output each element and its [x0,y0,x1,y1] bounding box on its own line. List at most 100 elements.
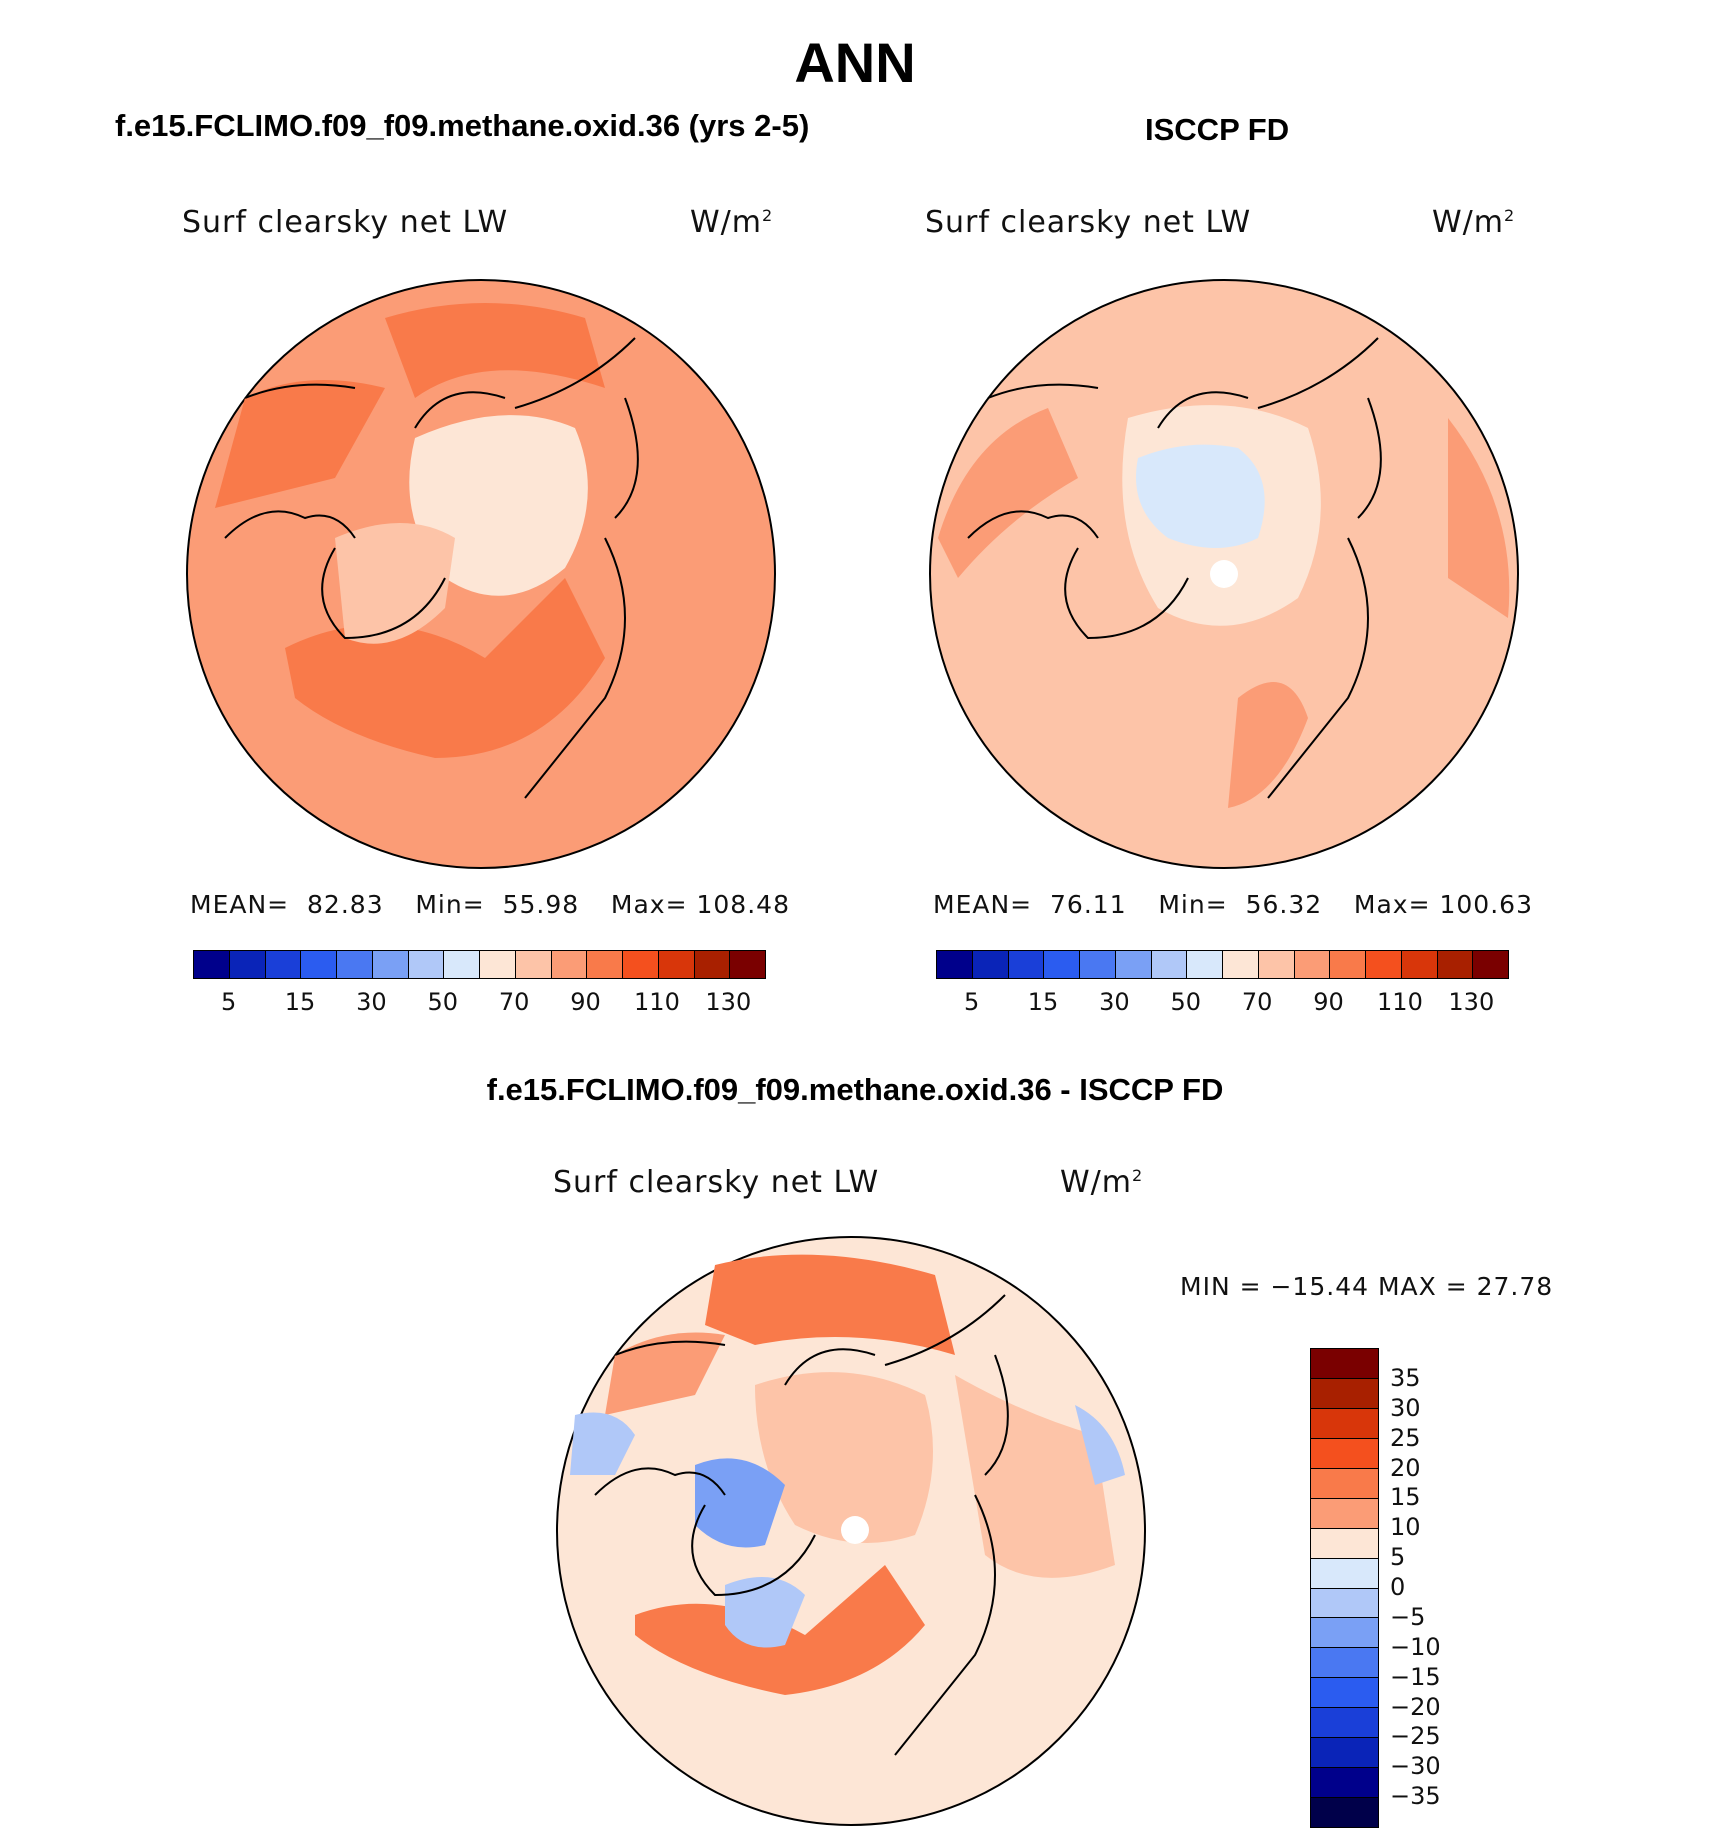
diff-heading: f.e15.FCLIMO.f09_f09.methane.oxid.36 - I… [486,1072,1224,1107]
panel1-units: W/m2 [690,205,774,240]
colorbar-tick-label: 5 [964,988,980,1016]
colorbar-swatch [1311,1438,1378,1469]
colorbar-tick-label: −20 [1390,1692,1441,1721]
colorbar-tick-label: 90 [570,988,601,1016]
colorbar-tick-label: −5 [1390,1602,1426,1631]
panel1-map [186,279,776,869]
colorbar-tick-label: 70 [1241,988,1273,1016]
panel1-stats: MEAN= 82.83 Min= 55.98 Max= 108.48 [190,890,790,919]
colorbar-tick-label: 15 [1390,1483,1421,1512]
colorbar-swatch [1311,1678,1378,1709]
colorbar-swatch [1080,951,1116,978]
colorbar-swatch [1115,951,1152,978]
colorbar-swatch [1311,1468,1378,1499]
panel2-map [929,279,1519,869]
page-title: ANN [794,31,916,94]
colorbar-swatch [1437,951,1474,978]
colorbar-swatch [1311,1798,1378,1827]
diff-map [556,1236,1146,1826]
colorbar-swatch [1366,951,1402,978]
colorbar-swatch [480,951,516,978]
colorbar-tick-label: −30 [1390,1752,1441,1781]
panel1-warm-region-3 [285,578,605,758]
colorbar-swatch [337,951,373,978]
colorbar-swatch [1311,1498,1378,1529]
panel1-coastlines [224,337,639,799]
colorbar-swatch [1008,951,1045,978]
diff-units: W/m2 [1060,1165,1144,1200]
colorbar-swatch [301,951,337,978]
colorbar-tick-label: 90 [1313,988,1344,1016]
colorbar-tick-label: 130 [705,988,752,1016]
colorbar-tick-label: 30 [1390,1393,1421,1422]
colorbar-swatch [1330,951,1366,978]
panel2-stats: MEAN= 76.11 Min= 56.32 Max= 100.63 [933,890,1533,919]
colorbar-swatch [1151,951,1188,978]
panel2-heading: ISCCP FD [1145,112,1290,147]
colorbar-tick-label: 30 [356,988,387,1016]
panel2-coastlines [967,337,1382,799]
colorbar-tick-label: 70 [498,988,530,1016]
panel1-warm-region-1 [385,303,605,398]
diff-warm-region-2 [605,1332,725,1415]
colorbar-swatch [1311,1528,1378,1559]
colorbar-tick-label: 5 [1390,1543,1406,1572]
panel2-colorbar [936,950,1509,979]
colorbar-swatch [1258,951,1295,978]
panel1-warm-region-2 [215,380,385,508]
panel1-min: Min= 55.98 [415,890,580,919]
panel1-arctic-region [409,415,588,596]
colorbar-swatch [1401,951,1438,978]
colorbar-swatch [1311,1349,1378,1379]
diff-warm-region-4 [955,1375,1115,1578]
colorbar-tick-label: 15 [1027,988,1059,1016]
colorbar-tick-label: 35 [1390,1363,1421,1392]
diff-blue-region-3 [570,1412,635,1475]
colorbar-swatch [730,951,765,978]
colorbar-tick-label: 20 [1390,1453,1421,1482]
colorbar-tick-label: −25 [1390,1722,1441,1751]
panel1-max: Max= 108.48 [610,890,790,919]
diff-warm-region-1 [705,1254,955,1355]
panel2-warm-region-2 [1448,418,1510,618]
colorbar-swatch [515,951,552,978]
colorbar-tick-label: 110 [1377,988,1423,1016]
panel2-min: Min= 56.32 [1158,890,1323,919]
colorbar-swatch [408,951,445,978]
panel2-colorbar-ticks: 5 15 30 50 70 90 110 130 [936,988,1507,1018]
colorbar-swatch [1311,1648,1378,1679]
panel1-heading: f.e15.FCLIMO.f09_f09.methane.oxid.36 (yr… [115,108,810,143]
colorbar-swatch [1311,1378,1378,1409]
colorbar-swatch [1223,951,1259,978]
colorbar-swatch [229,951,266,978]
panel1-greenland [335,523,455,644]
colorbar-swatch [1311,1618,1378,1649]
colorbar-tick-label: 50 [427,988,459,1016]
colorbar-tick-label: −10 [1390,1632,1441,1661]
panel2-warm-region-1 [938,408,1078,578]
colorbar-swatch [1311,1738,1378,1769]
colorbar-swatch [972,951,1009,978]
colorbar-tick-label: 0 [1390,1573,1406,1601]
diff-coastlines [594,1294,1009,1756]
colorbar-tick-label: 25 [1390,1423,1421,1452]
colorbar-tick-label: 15 [284,988,316,1016]
colorbar-swatch [694,951,731,978]
panel2-mean: MEAN= 76.11 [933,890,1127,919]
panel1-colorbar [193,950,766,979]
diff-pole-hole [841,1516,869,1544]
panel2-warm-region-3 [1228,682,1308,808]
panel1-variable: Surf clearsky net LW [182,205,509,240]
colorbar-tick-label: 30 [1099,988,1130,1016]
diff-arctic-region [755,1372,933,1543]
colorbar-swatch [1311,1408,1378,1439]
colorbar-swatch [623,951,659,978]
panel2-variable: Surf clearsky net LW [925,205,1252,240]
colorbar-tick-label: 110 [634,988,680,1016]
colorbar-swatch [658,951,695,978]
colorbar-tick-label: −35 [1390,1782,1441,1811]
colorbar-tick-label: 10 [1390,1513,1421,1542]
diff-colorbar-ticks: 35 30 25 20 15 10 5 0 −5 −10 −15 −20 −25 −30 −35 [1390,1348,1490,1826]
colorbar-swatch [551,951,588,978]
diff-minmax: MIN = −15.44 MAX = 27.78 [1180,1272,1554,1301]
